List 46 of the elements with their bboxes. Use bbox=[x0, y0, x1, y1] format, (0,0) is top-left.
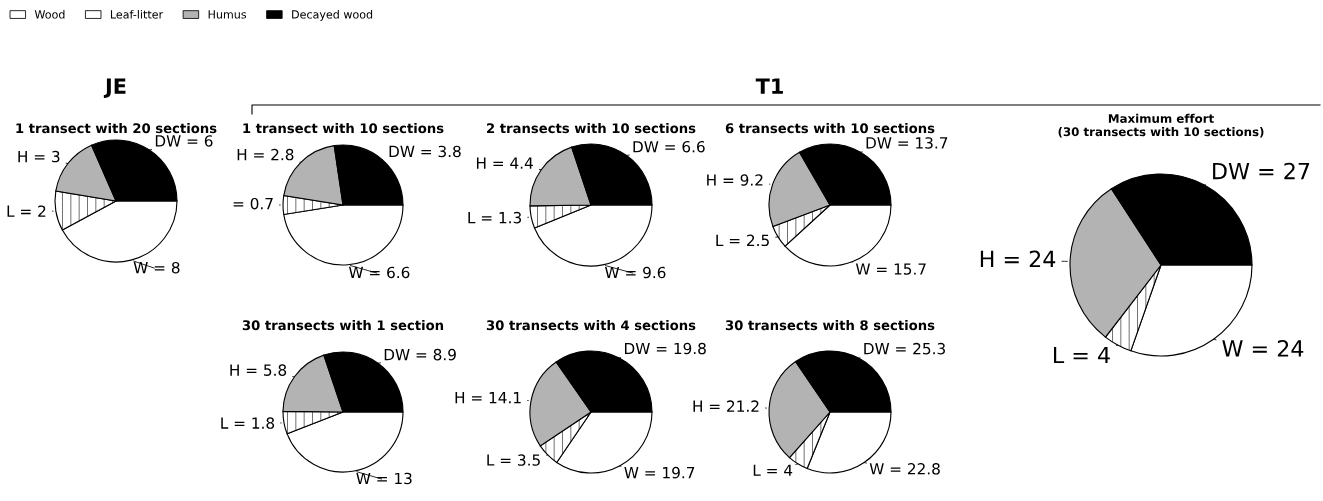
data-label: DW = 19.8 bbox=[624, 342, 706, 355]
data-label: W = 24 bbox=[1222, 340, 1304, 357]
data-label: L = 1.3 bbox=[468, 211, 522, 224]
data-label: L = 4 bbox=[753, 464, 793, 476]
text: T1 bbox=[755, 78, 783, 94]
text: 1 transect with 20 sections bbox=[16, 122, 217, 134]
data-label: H = 9.2 bbox=[707, 174, 763, 186]
chart-title: 1 transect with 10 sections bbox=[243, 122, 444, 134]
data-label: DW = 27 bbox=[1213, 162, 1310, 180]
legend-label: Decayed wood bbox=[292, 10, 373, 21]
chart-title: 30 transects with 8 sections bbox=[725, 319, 935, 331]
data-label: DW = 8.9 bbox=[384, 348, 456, 361]
data-label: DW = 25.3 bbox=[864, 342, 945, 355]
text: JE bbox=[103, 78, 126, 98]
data-label: H = 24 bbox=[980, 250, 1056, 267]
data-label: L = 3.5 bbox=[487, 454, 540, 466]
data-label: DW = 3.8 bbox=[389, 145, 461, 158]
data-label: W = 9.6 bbox=[605, 266, 666, 279]
data-label: H = 3 bbox=[18, 150, 60, 163]
data-label: DW = 6 bbox=[155, 135, 213, 147]
chart-title: 6 transects with 10 sections bbox=[725, 122, 935, 134]
data-label: H = 2.8 bbox=[237, 148, 294, 161]
data-label: DW = 13.7 bbox=[866, 137, 948, 149]
legend-label: Leaf-litter bbox=[110, 10, 164, 19]
legend-label: Wood bbox=[34, 10, 65, 19]
data-label: W = 8 bbox=[133, 261, 180, 274]
data-label: L = 2 bbox=[7, 205, 46, 217]
data-label: W = 6.6 bbox=[348, 266, 410, 279]
data-label: W = 15.7 bbox=[855, 263, 926, 275]
data-label: = 0.7 bbox=[233, 197, 273, 210]
data-label: L = 4 bbox=[1054, 346, 1110, 364]
data-label: H = 5.8 bbox=[230, 364, 287, 376]
data-label: H = 14.1 bbox=[455, 392, 521, 404]
legend-label: Humus bbox=[208, 10, 247, 19]
data-label: W = 13 bbox=[356, 472, 412, 485]
chart-title: 30 transects with 4 sections bbox=[486, 319, 696, 331]
data-label: DW = 6.6 bbox=[633, 140, 705, 153]
chart-title: 2 transects with 10 sections bbox=[487, 122, 696, 134]
data-label: H = 4.4 bbox=[476, 157, 533, 169]
data-label: H = 21.2 bbox=[693, 400, 759, 412]
data-label: W = 22.8 bbox=[869, 463, 940, 475]
data-label: L = 2.5 bbox=[716, 234, 769, 247]
data-label: W = 19.7 bbox=[624, 466, 695, 479]
data-label: L = 1.8 bbox=[221, 417, 275, 429]
chart-title: 30 transects with 1 section bbox=[242, 319, 444, 331]
chart-title: Maximum effort (30 transects with 10 sections) bbox=[1058, 113, 1264, 138]
